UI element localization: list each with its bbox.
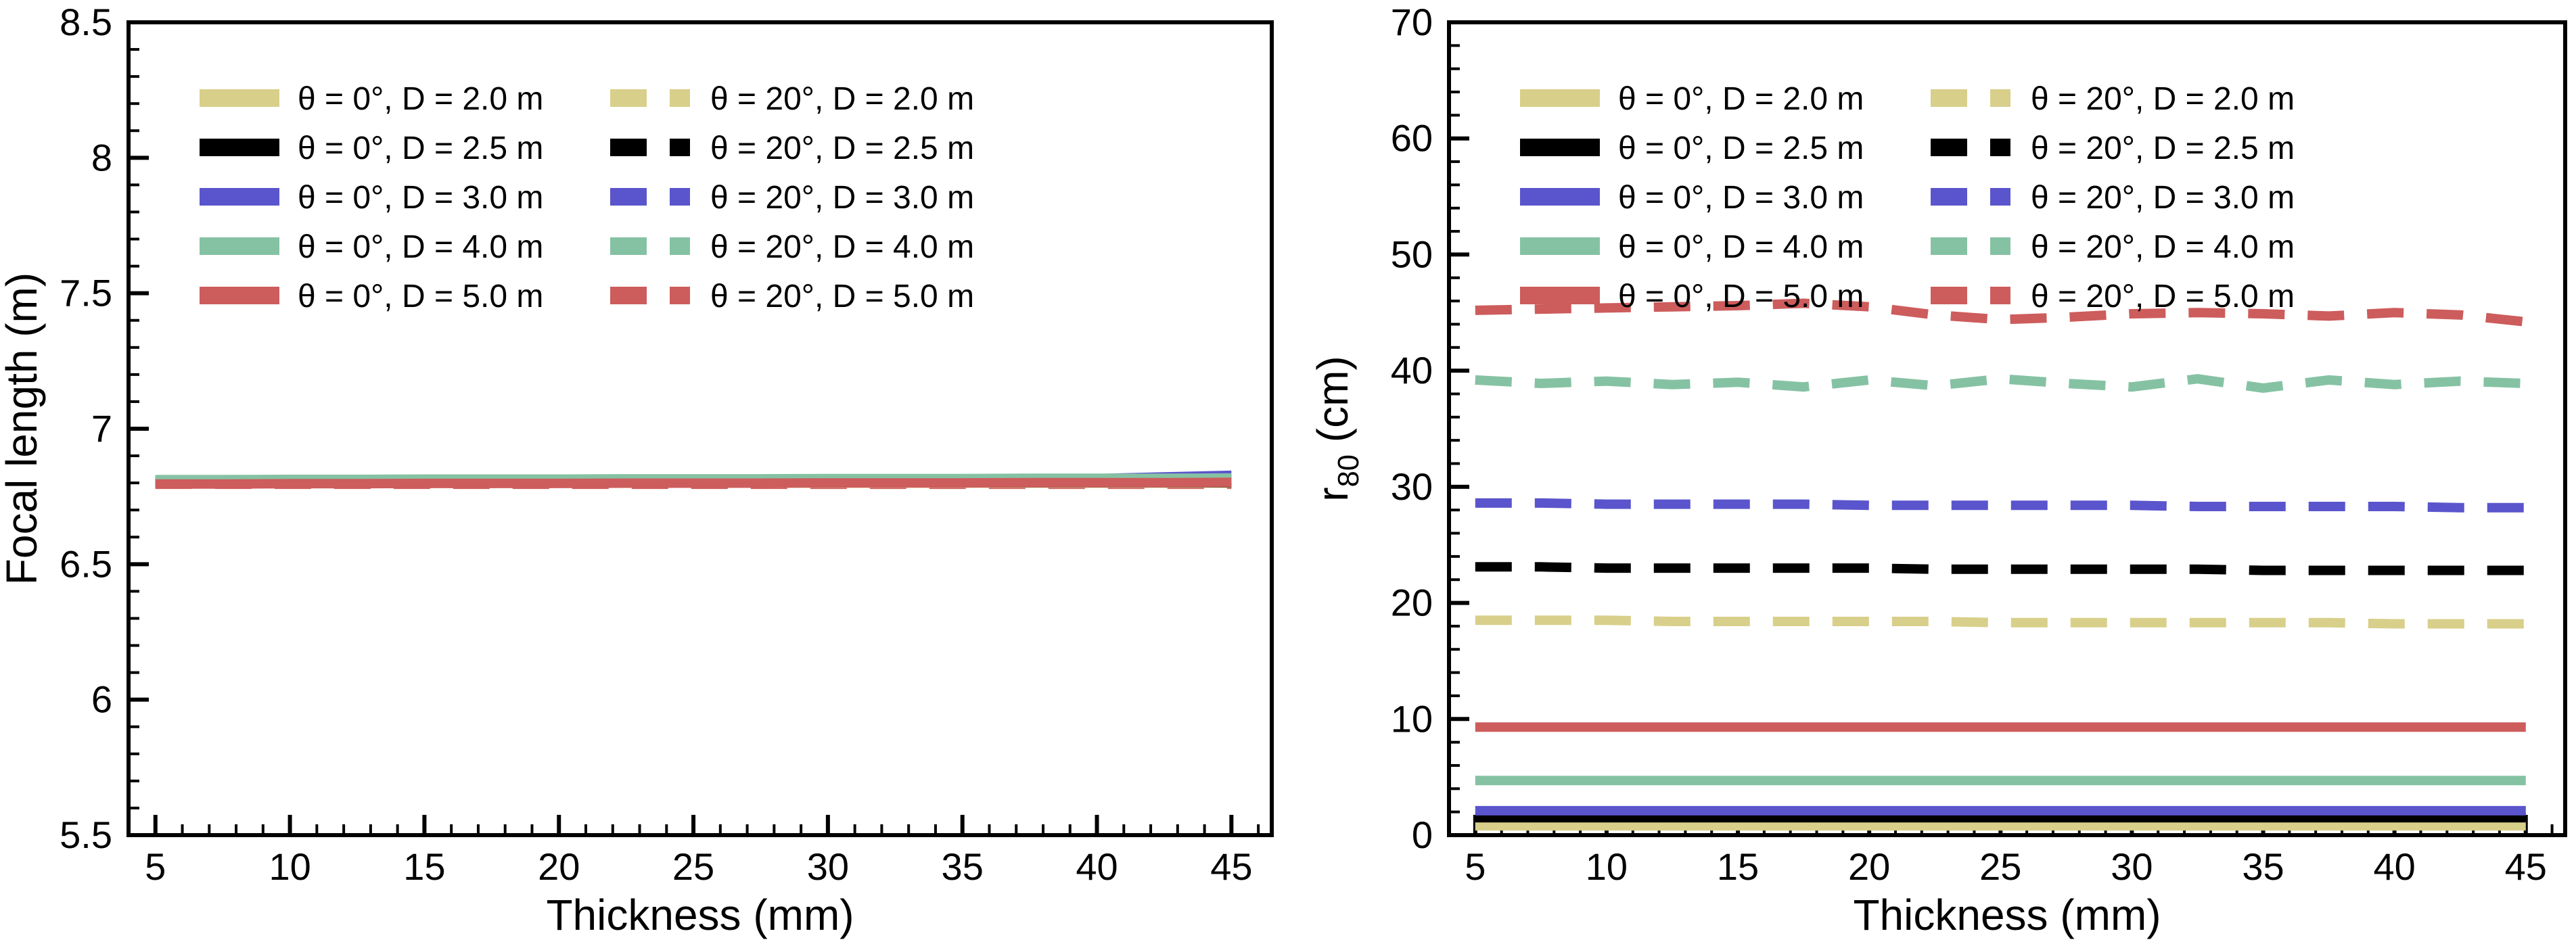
legend-label-col1-row4: θ = 0°, D = 4.0 m bbox=[1618, 229, 1864, 265]
series-line-theta0-d5.0 bbox=[155, 477, 1232, 489]
y-tick-label: 8 bbox=[91, 136, 112, 179]
x-tick-label: 35 bbox=[2242, 845, 2284, 888]
legend-label-col1-row3: θ = 0°, D = 3.0 m bbox=[298, 180, 543, 216]
y-tick-label: 7 bbox=[91, 407, 112, 450]
legend-label-col2-row3: θ = 20°, D = 3.0 m bbox=[710, 180, 974, 216]
legend-label-col1-row4: θ = 0°, D = 4.0 m bbox=[298, 229, 543, 265]
legend-label-col2-row1: θ = 20°, D = 2.0 m bbox=[2031, 81, 2295, 117]
x-tick-label: 15 bbox=[403, 845, 445, 888]
x-tick-label: 20 bbox=[538, 845, 580, 888]
series-line-theta20-d4.0 bbox=[1475, 374, 2527, 393]
series-line-theta20-d2.0 bbox=[1475, 615, 2526, 629]
legend-label-col2-row1: θ = 20°, D = 2.0 m bbox=[710, 81, 974, 117]
legend-label-col1-row2: θ = 0°, D = 2.5 m bbox=[298, 131, 543, 166]
legend-label-col1-row5: θ = 0°, D = 5.0 m bbox=[298, 279, 543, 314]
y-tick-label: 10 bbox=[1391, 697, 1433, 740]
x-tick-label: 40 bbox=[2373, 845, 2415, 888]
x-tick-label: 35 bbox=[942, 845, 984, 888]
y-tick-label: 7.5 bbox=[60, 272, 112, 314]
x-tick-label: 30 bbox=[807, 845, 849, 888]
series-line-theta20-d2.5 bbox=[1475, 562, 2526, 575]
legend-label-col2-row2: θ = 20°, D = 2.5 m bbox=[710, 131, 974, 166]
legend-label-col1-row1: θ = 0°, D = 2.0 m bbox=[1618, 81, 1864, 117]
y-tick-label: 5.5 bbox=[60, 813, 112, 856]
y-axis-label: r80 (cm) bbox=[1308, 356, 1365, 501]
x-tick-label: 10 bbox=[269, 845, 310, 888]
x-tick-label: 5 bbox=[145, 845, 166, 888]
x-tick-label: 25 bbox=[1979, 845, 2021, 888]
y-tick-label: 20 bbox=[1391, 582, 1433, 624]
y-axis-label: Focal length (m) bbox=[0, 273, 46, 585]
chart-svg: 5 10 15 20 25 30 35 40 45 0 10 20 30 40 50 60 70 Thicknes… bbox=[1308, 1, 2567, 939]
legend-label-col2-row3: θ = 20°, D = 3.0 m bbox=[2031, 180, 2295, 216]
y-tick-label: 50 bbox=[1391, 233, 1433, 275]
y-tick-label: 70 bbox=[1391, 1, 1433, 43]
chart-svg: 5 10 15 20 25 30 35 40 45 5.5 6 6.5 7 7.5 8 8.5 Thicknes… bbox=[0, 1, 1274, 939]
x-axis-label: Thickness (mm) bbox=[1853, 891, 2161, 939]
legend-label-col1-row2: θ = 0°, D = 2.5 m bbox=[1618, 131, 1864, 166]
x-tick-label: 30 bbox=[2111, 845, 2153, 888]
legend-label-col1-row1: θ = 0°, D = 2.0 m bbox=[298, 81, 543, 117]
x-tick-label: 5 bbox=[1465, 845, 1486, 888]
legend-label-col2-row2: θ = 20°, D = 2.5 m bbox=[2031, 131, 2295, 166]
x-tick-label: 25 bbox=[672, 845, 714, 888]
y-tick-label: 0 bbox=[1412, 813, 1433, 856]
x-tick-label: 45 bbox=[2505, 845, 2547, 888]
x-axis-label: Thickness (mm) bbox=[546, 891, 854, 939]
x-tick-label: 20 bbox=[1848, 845, 1890, 888]
legend-label-col2-row5: θ = 20°, D = 5.0 m bbox=[2031, 279, 2295, 314]
legend-label-col2-row4: θ = 20°, D = 4.0 m bbox=[710, 229, 974, 265]
focal-length-chart: 5 10 15 20 25 30 35 40 45 5.5 6 6.5 7 7.5 8 8.5 Thicknes… bbox=[0, 1, 1274, 939]
y-tick-label: 40 bbox=[1391, 349, 1433, 392]
x-tick-label: 15 bbox=[1717, 845, 1759, 888]
plot-frame bbox=[1447, 20, 2567, 837]
legend-label-col1-row5: θ = 0°, D = 5.0 m bbox=[1618, 279, 1864, 314]
y-tick-label: 6 bbox=[91, 678, 112, 721]
x-tick-label: 40 bbox=[1076, 845, 1118, 888]
legend-label-col2-row5: θ = 20°, D = 5.0 m bbox=[710, 279, 974, 314]
legend-label-col1-row3: θ = 0°, D = 3.0 m bbox=[1618, 180, 1864, 216]
x-tick-label: 10 bbox=[1586, 845, 1628, 888]
r80-chart: 5 10 15 20 25 30 35 40 45 0 10 20 30 40 50 60 70 Thicknes… bbox=[1288, 0, 2576, 944]
y-tick-label: 30 bbox=[1391, 465, 1433, 508]
y-tick-label: 6.5 bbox=[60, 542, 112, 585]
series-line-theta20-d3.0 bbox=[1475, 498, 2526, 513]
x-tick-label: 45 bbox=[1210, 845, 1252, 888]
y-tick-label: 8.5 bbox=[60, 1, 112, 43]
y-tick-label: 60 bbox=[1391, 117, 1433, 160]
legend-label-col2-row4: θ = 20°, D = 4.0 m bbox=[2031, 229, 2295, 265]
